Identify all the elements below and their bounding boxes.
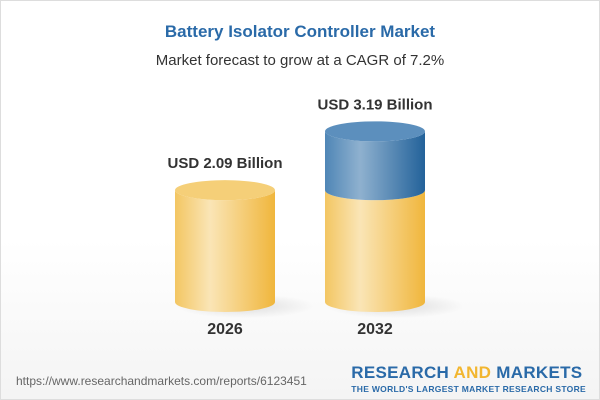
cylinder-chart: USD 2.09 Billion 2026 USD 3.19 Billion 2032 xyxy=(167,96,465,338)
bar-top-2026 xyxy=(175,180,275,201)
bar-base-2032 xyxy=(325,190,425,312)
bar-base-2026 xyxy=(175,190,275,312)
data-label: USD 3.19 Billion xyxy=(317,96,432,113)
bar-top-2032 xyxy=(325,121,425,142)
category-label: 2032 xyxy=(357,321,393,338)
chart-subtitle: Market forecast to grow at a CAGR of 7.2… xyxy=(155,52,445,69)
category-label: 2026 xyxy=(207,321,243,338)
chart-title: Battery Isolator Controller Market xyxy=(164,22,436,41)
data-label: USD 2.09 Billion xyxy=(167,155,282,172)
research-and-markets-logo: RESEARCH AND MARKETS THE WORLD'S LARGEST… xyxy=(351,363,586,394)
bar-growth-2032 xyxy=(325,131,425,201)
source-url[interactable]: https://www.researchandmarkets.com/repor… xyxy=(16,374,307,388)
